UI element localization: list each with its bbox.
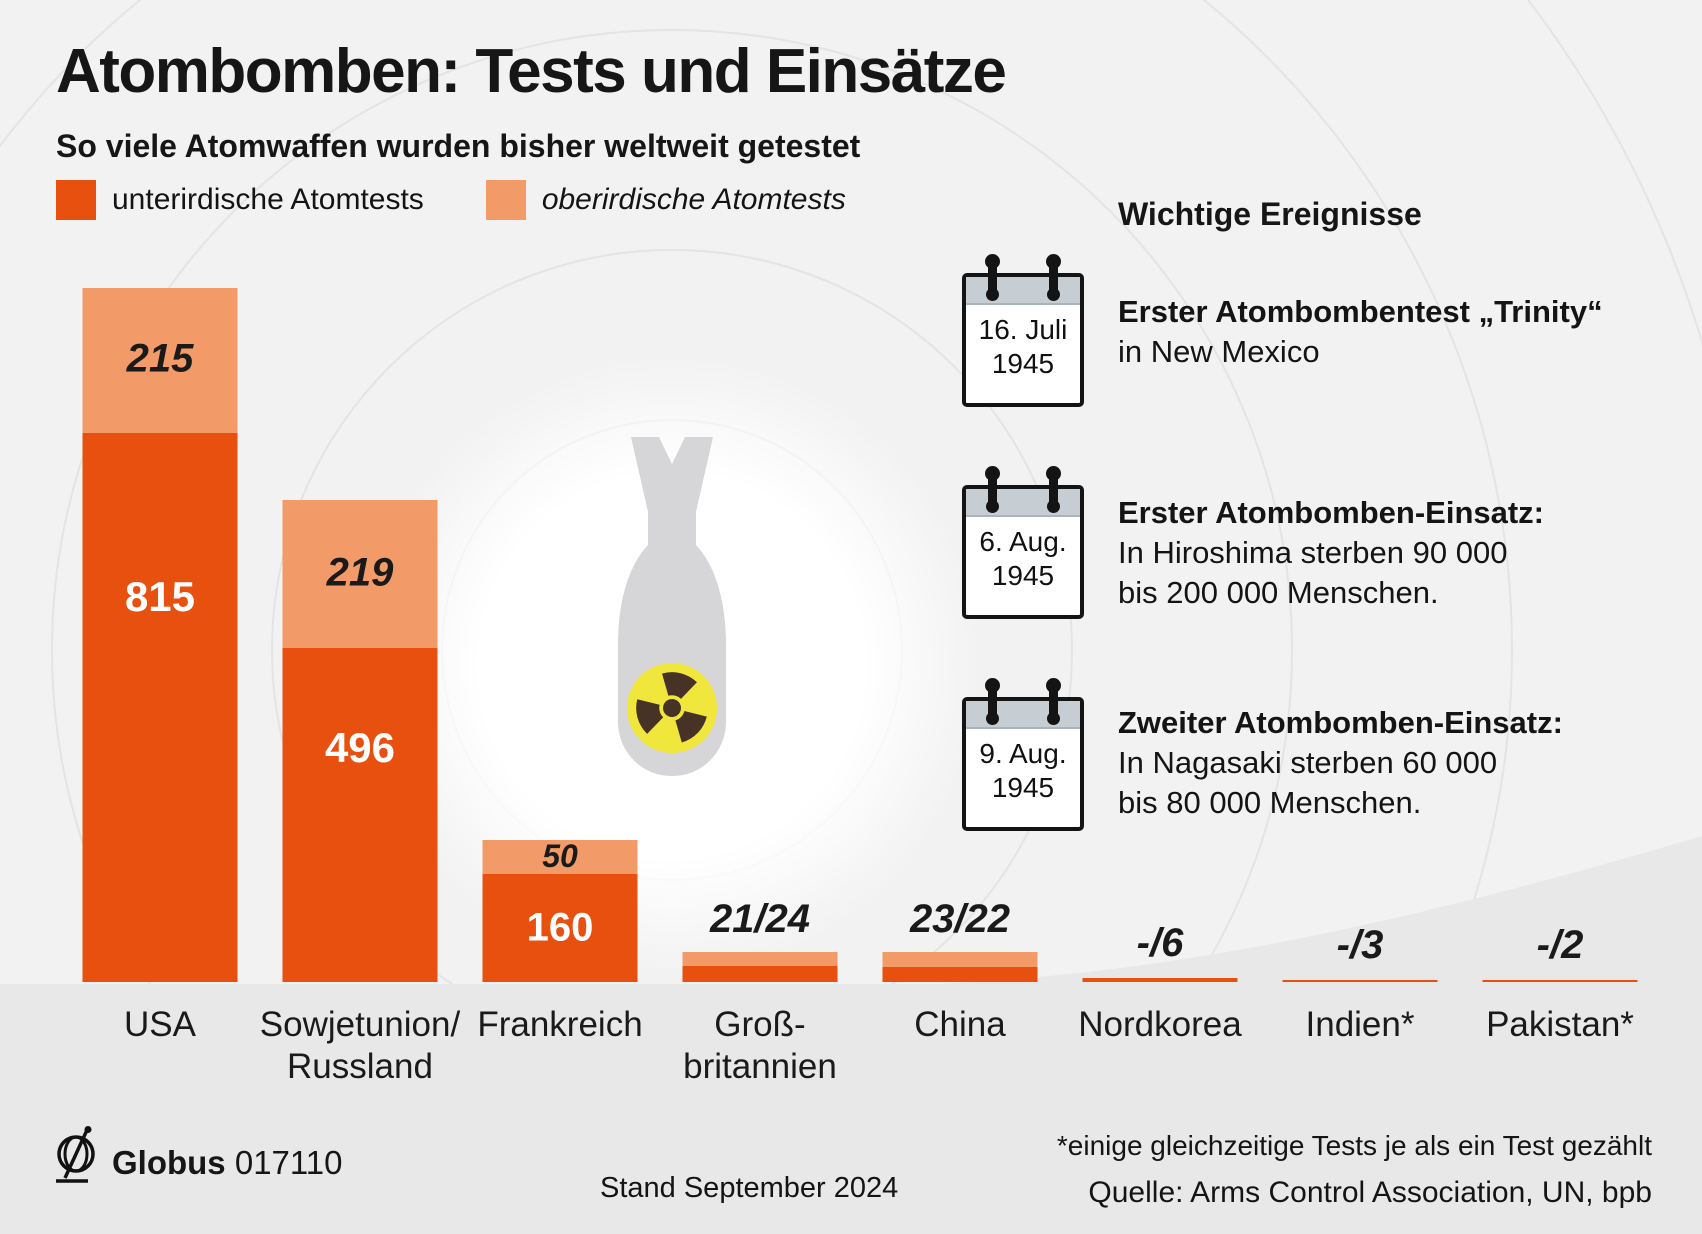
calendar-pin-icon: [1046, 466, 1061, 513]
event-nagasaki: Zweiter Atombomben-Einsatz: In Nagasaki …: [1118, 703, 1563, 823]
value-label-above: 215: [126, 336, 194, 381]
legend-item-above: oberirdische Atomtests: [485, 180, 846, 220]
asterisk-note: *einige gleichzeitige Tests je als ein T…: [1056, 1130, 1652, 1161]
brand-id: 017110: [234, 1144, 343, 1181]
value-label-underground: 815: [124, 573, 196, 621]
value-label-combined: 23/22: [909, 896, 1011, 941]
event-line: in New Mexico: [1118, 334, 1320, 369]
value-label-combined: 21/24: [709, 896, 811, 941]
calendar-date: 9. Aug. 1945: [979, 738, 1067, 803]
category-pakistan: Pakistan*: [1486, 1005, 1634, 1044]
value-label-combined: -/2: [1536, 923, 1584, 967]
event-line: bis 80 000 Menschen.: [1118, 785, 1422, 820]
events-heading: Wichtige Ereignisse: [1118, 196, 1422, 232]
category-usa: USA: [124, 1005, 196, 1044]
value-label-combined: -/3: [1336, 922, 1384, 967]
calendar-pin-icon: [1046, 678, 1061, 725]
event-line: In Hiroshima sterben 90 000: [1118, 535, 1508, 570]
value-label-above: 219: [326, 550, 394, 595]
above-ground-label: oberirdische Atomtests: [541, 183, 846, 216]
category-china: China: [914, 1005, 1006, 1044]
brand-name: Globus: [112, 1144, 226, 1181]
calendar-date: 16. Juli 1945: [978, 314, 1068, 379]
page-title: Atombomben: Tests und Einsätze: [56, 37, 1007, 106]
event-title: Erster Atombomben-Einsatz:: [1118, 495, 1545, 530]
event-title: Erster Atombombentest „Trinity“: [1118, 294, 1603, 329]
above-ground-swatch: [485, 180, 526, 220]
legend: unterirdische Atomtests oberirdische Ato…: [56, 180, 846, 220]
brand-text: Globus 017110: [112, 1144, 343, 1182]
date-note: Stand September 2024: [600, 1172, 899, 1204]
event-line: bis 200 000 Menschen.: [1118, 575, 1439, 610]
event-trinity: Erster Atombombentest „Trinity“ in New M…: [1118, 292, 1603, 372]
value-label-underground: 496: [324, 723, 396, 771]
category-nordkorea: Nordkorea: [1078, 1005, 1242, 1044]
calendar-header: [966, 277, 1080, 305]
category-sowjetunion-russland: Sowjetunion/Russland: [259, 1005, 461, 1086]
calendar-icon-hiroshima: 6. Aug. 1945: [962, 466, 1084, 619]
bottom-band: [0, 836, 1702, 1234]
calendar-header: [966, 701, 1080, 729]
category-frankreich: Frankreich: [477, 1005, 643, 1044]
value-label-above: 50: [542, 838, 578, 875]
calendar-icon-trinity: 16. Juli 1945: [962, 254, 1084, 407]
calendar-date: 6. Aug. 1945: [979, 526, 1067, 591]
calendar-icon-nagasaki: 9. Aug. 1945: [962, 678, 1084, 831]
calendar-header: [966, 489, 1080, 517]
legend-item-underground: unterirdische Atomtests: [56, 180, 424, 220]
calendar-pin-icon: [985, 466, 1000, 513]
underground-label: unterirdische Atomtests: [112, 183, 424, 216]
radiation-icon: [627, 663, 717, 753]
calendar-pin-icon: [1046, 254, 1061, 301]
globus-logo-icon: [56, 1126, 95, 1183]
underground-swatch: [56, 180, 96, 220]
event-title: Zweiter Atombomben-Einsatz:: [1118, 705, 1563, 740]
event-hiroshima: Erster Atombomben-Einsatz: In Hiroshima …: [1118, 493, 1544, 613]
category-indien: Indien*: [1305, 1005, 1415, 1044]
event-line: In Nagasaki sterben 60 000: [1118, 745, 1498, 780]
value-label-underground: 160: [526, 905, 594, 950]
chart-subtitle: So viele Atomwaffen wurden bisher weltwe…: [56, 128, 861, 164]
bar-chart: 215 815 219 496 50 160 21/24 23/22 -/6 -…: [82, 287, 1638, 982]
category-grossbritannien: Groß-britannien: [683, 1005, 837, 1086]
source-note: Quelle: Arms Control Association, UN, bp…: [1088, 1176, 1652, 1209]
calendar-pin-icon: [985, 254, 1000, 301]
brand: Globus 017110: [52, 1126, 343, 1186]
value-label-combined: -/6: [1136, 920, 1184, 965]
calendar-pin-icon: [985, 678, 1000, 725]
